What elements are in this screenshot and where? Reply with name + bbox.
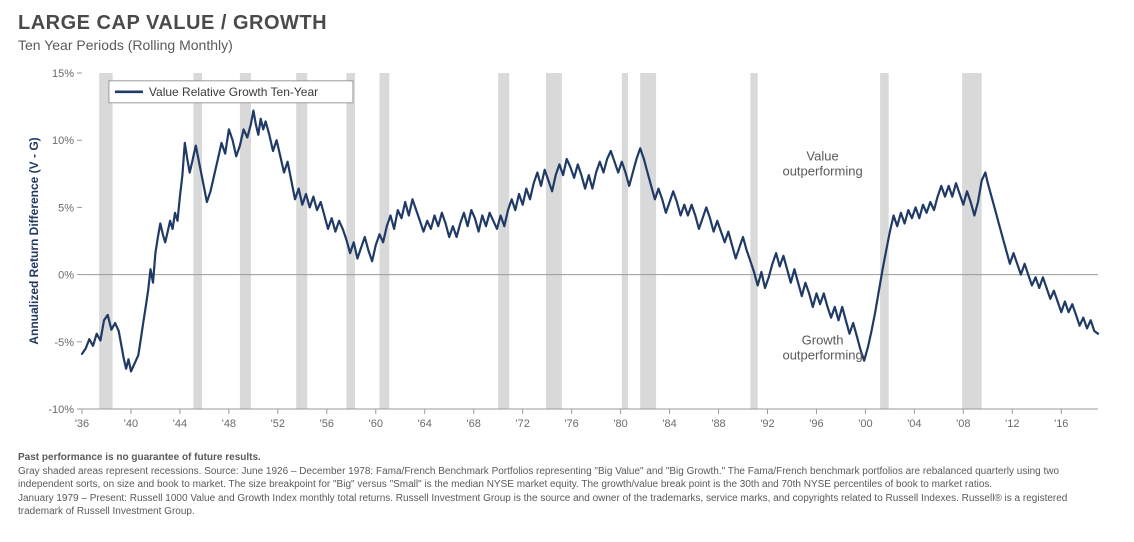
svg-text:'76: '76 bbox=[564, 418, 578, 430]
svg-text:'48: '48 bbox=[222, 418, 236, 430]
svg-text:'96: '96 bbox=[809, 418, 823, 430]
svg-text:'04: '04 bbox=[907, 418, 921, 430]
svg-text:'56: '56 bbox=[320, 418, 334, 430]
footnote: Past performance is no guarantee of futu… bbox=[18, 451, 1108, 519]
svg-text:Growth: Growth bbox=[802, 332, 844, 347]
svg-text:15%: 15% bbox=[52, 68, 74, 80]
svg-text:Value: Value bbox=[806, 148, 838, 163]
footnote-bold: Past performance is no guarantee of futu… bbox=[18, 452, 261, 463]
svg-text:'16: '16 bbox=[1054, 418, 1068, 430]
svg-text:'52: '52 bbox=[271, 418, 285, 430]
svg-text:'72: '72 bbox=[516, 418, 530, 430]
svg-text:'36: '36 bbox=[75, 418, 89, 430]
svg-text:'60: '60 bbox=[369, 418, 383, 430]
svg-text:-10%: -10% bbox=[48, 404, 74, 416]
svg-text:'84: '84 bbox=[662, 418, 676, 430]
page-subtitle: Ten Year Periods (Rolling Monthly) bbox=[18, 37, 1116, 53]
svg-text:'08: '08 bbox=[956, 418, 970, 430]
svg-text:outperforming: outperforming bbox=[782, 347, 862, 362]
svg-text:'12: '12 bbox=[1005, 418, 1019, 430]
footnote-para1: Gray shaded areas represent recessions. … bbox=[18, 466, 1059, 491]
footnote-para2: January 1979 – Present: Russell 1000 Val… bbox=[18, 493, 1067, 518]
svg-text:Value Relative Growth Ten-Year: Value Relative Growth Ten-Year bbox=[149, 85, 318, 99]
svg-text:'80: '80 bbox=[613, 418, 627, 430]
svg-text:'00: '00 bbox=[858, 418, 872, 430]
svg-text:'88: '88 bbox=[711, 418, 725, 430]
svg-text:0%: 0% bbox=[58, 270, 74, 282]
svg-text:'68: '68 bbox=[467, 418, 481, 430]
svg-text:'44: '44 bbox=[173, 418, 187, 430]
chart-container: -10% -5% 0% 5% 10% 15% '36 '40 '44 '48 '52 '56 '60 '6… bbox=[22, 63, 1112, 443]
svg-text:'92: '92 bbox=[760, 418, 774, 430]
svg-text:10%: 10% bbox=[52, 135, 74, 147]
svg-text:'40: '40 bbox=[124, 418, 138, 430]
svg-text:Annualized Return Difference (: Annualized Return Difference (V - G) bbox=[27, 137, 41, 344]
svg-text:-5%: -5% bbox=[54, 337, 74, 349]
line-chart: -10% -5% 0% 5% 10% 15% '36 '40 '44 '48 '52 '56 '60 '6… bbox=[22, 63, 1112, 443]
svg-text:'64: '64 bbox=[418, 418, 432, 430]
svg-text:outperforming: outperforming bbox=[782, 163, 862, 178]
svg-text:5%: 5% bbox=[58, 202, 74, 214]
page-title: LARGE CAP VALUE / GROWTH bbox=[18, 12, 1116, 35]
